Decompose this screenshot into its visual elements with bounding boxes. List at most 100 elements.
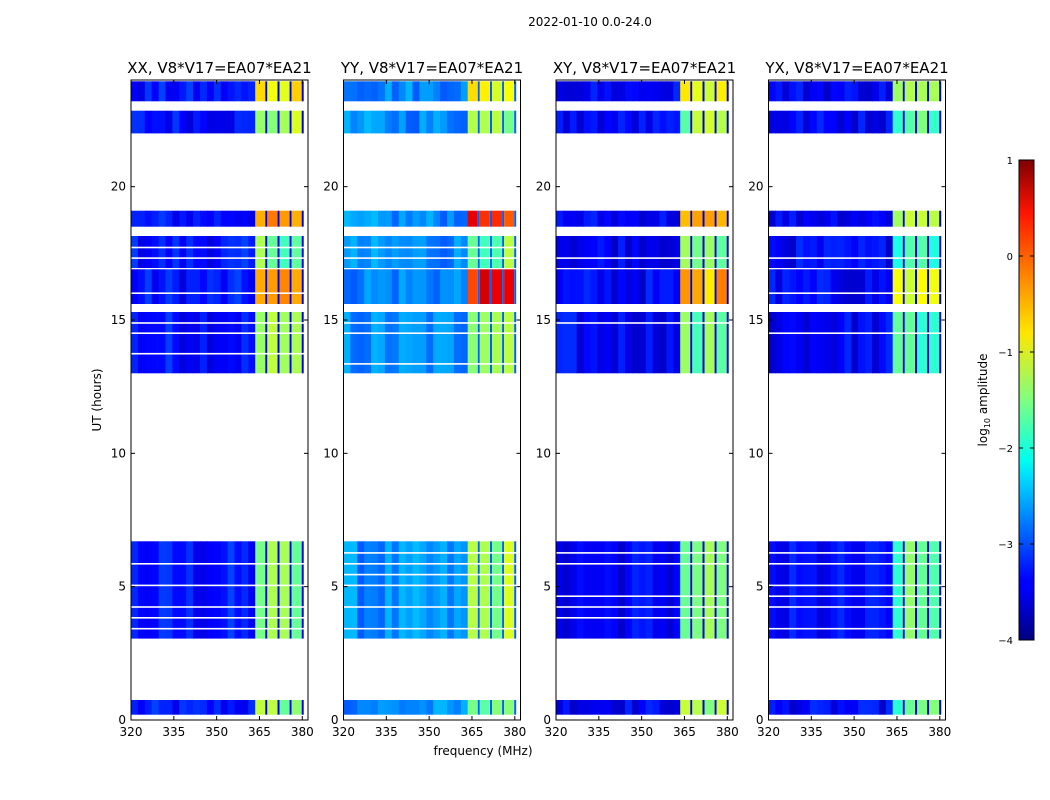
- band-cell: [692, 110, 703, 134]
- band-cell: [692, 236, 703, 268]
- noise-cell: [131, 541, 139, 639]
- noise-cell: [433, 210, 441, 227]
- noise-cell: [562, 541, 571, 639]
- band-gap: [714, 236, 717, 268]
- noise-cell: [816, 700, 825, 715]
- noise-cell: [618, 236, 626, 268]
- noise-cell: [193, 210, 201, 227]
- band-gap: [265, 312, 268, 374]
- noise-cell: [556, 312, 564, 374]
- noise-cell: [447, 81, 455, 102]
- noise-cell: [357, 210, 365, 227]
- band-cell: [929, 210, 940, 227]
- noise-cell: [673, 541, 681, 639]
- flag-line: [343, 606, 521, 608]
- noise-cell: [590, 236, 598, 268]
- noise-cell: [816, 312, 825, 374]
- noise-cell: [782, 81, 790, 102]
- panel-title: YX, V8*V17=EA07*EA21: [764, 59, 948, 77]
- noise-cell: [611, 312, 619, 374]
- panel-frame: [130, 79, 309, 721]
- panel-4: 320 335 350 365 380 0 5 10 15 20 YX, V8*V17=EA07*E…: [748, 59, 951, 739]
- noise-cell: [227, 110, 236, 134]
- noise-cell: [419, 541, 427, 639]
- band-cell: [255, 81, 266, 102]
- noise-cell: [241, 110, 249, 134]
- band-cell: [917, 312, 928, 374]
- noise-cell: [453, 236, 462, 268]
- noise-cell: [638, 269, 647, 304]
- flag-line: [131, 352, 308, 355]
- noise-cell: [611, 700, 619, 715]
- noise-cell: [350, 269, 358, 304]
- y-tick-label: 10: [323, 446, 338, 460]
- noise-cell: [172, 81, 180, 102]
- x-tick-label: 320: [545, 725, 568, 739]
- colorbar-label-rest: amplitude: [976, 354, 990, 418]
- band-gap: [502, 81, 505, 102]
- band-gap: [301, 236, 304, 268]
- colorbar-tick-label: −2: [998, 444, 1013, 455]
- figure-title: 2022-01-10 0.0-24.0: [528, 15, 652, 29]
- noise-cell: [193, 312, 201, 374]
- flag-line: [343, 322, 521, 324]
- band-cell: [929, 312, 940, 374]
- flag-line: [131, 563, 308, 565]
- noise-cell: [165, 210, 173, 227]
- band-gap: [301, 700, 304, 715]
- noise-cell: [165, 81, 173, 102]
- band-gap: [301, 110, 304, 134]
- flag-line: [131, 246, 308, 249]
- noise-cell: [604, 81, 612, 102]
- noise-cell: [165, 236, 173, 268]
- band-gap: [477, 700, 480, 715]
- noise-cell: [391, 700, 400, 715]
- noise-cell: [248, 81, 256, 102]
- noise-cell: [391, 210, 400, 227]
- band-cell: [267, 236, 278, 268]
- band-gap: [514, 700, 517, 715]
- noise-cell: [151, 312, 160, 374]
- band-cell: [504, 541, 515, 639]
- flag-line: [556, 552, 733, 554]
- band-cell: [680, 110, 691, 134]
- noise-cell: [206, 700, 215, 715]
- band-gap: [726, 110, 729, 134]
- band-cell: [680, 236, 691, 268]
- noise-cell: [234, 541, 242, 639]
- noise-cell: [398, 81, 407, 102]
- noise-cell: [206, 210, 215, 227]
- noise-cell: [796, 110, 804, 134]
- noise-cell: [412, 541, 420, 639]
- band-gap: [277, 210, 280, 227]
- noise-cell: [241, 312, 249, 374]
- band-gap: [690, 541, 693, 639]
- band-cell: [279, 210, 290, 227]
- band-cell: [892, 312, 903, 374]
- noise-cell: [391, 110, 400, 134]
- noise-cell: [844, 541, 852, 639]
- noise-cell: [816, 269, 825, 304]
- noise-cell: [158, 700, 167, 715]
- band-cell: [917, 110, 928, 134]
- noise-cell: [809, 700, 818, 715]
- noise-cell: [343, 110, 351, 134]
- band-gap: [301, 81, 304, 102]
- noise-cell: [872, 312, 880, 374]
- band-cell: [255, 236, 266, 268]
- noise-cell: [131, 81, 139, 102]
- noise-cell: [151, 269, 160, 304]
- noise-cell: [872, 210, 880, 227]
- band-gap: [277, 236, 280, 268]
- y-tick-label: 20: [323, 180, 338, 194]
- noise-cell: [837, 269, 845, 304]
- noise-cell: [241, 269, 249, 304]
- band-cell: [492, 210, 503, 227]
- noise-cell: [144, 81, 153, 102]
- noise-cell: [837, 312, 845, 374]
- noise-cell: [350, 236, 358, 268]
- band-cell: [291, 210, 302, 227]
- band-cell: [704, 236, 715, 268]
- x-tick-label: 335: [375, 725, 398, 739]
- noise-cell: [426, 81, 434, 102]
